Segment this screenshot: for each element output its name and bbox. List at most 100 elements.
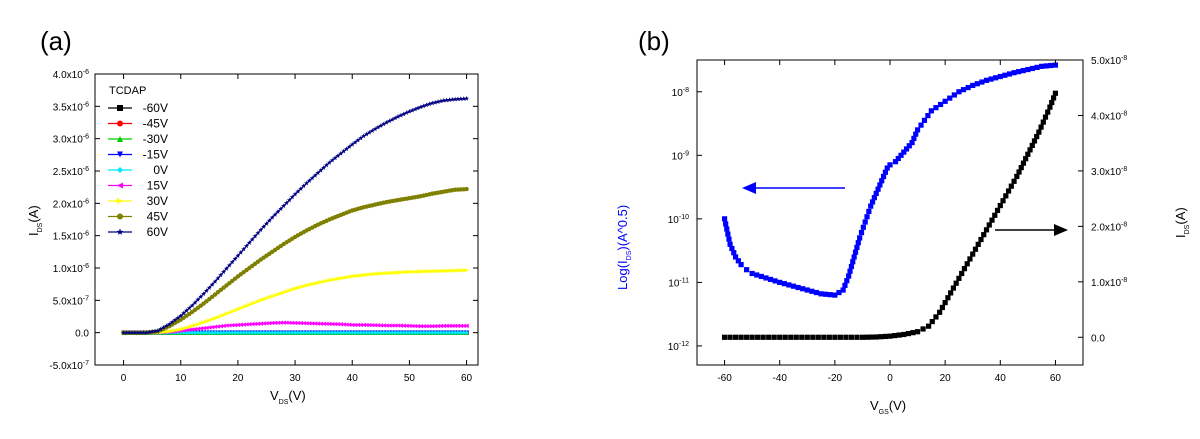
- data-point: [352, 330, 358, 335]
- data-point: [786, 282, 792, 288]
- data-point: [264, 330, 269, 335]
- data-point: [263, 221, 270, 226]
- data-point: [910, 330, 916, 336]
- data-point: [215, 324, 221, 329]
- data-point: [827, 292, 833, 298]
- data-point: [918, 122, 924, 128]
- data-point: [207, 318, 212, 323]
- data-point: [421, 324, 426, 329]
- data-point: [410, 330, 415, 335]
- chart-b: (b) -60 -40 -20 0 20 40 60 10-12 10-11 10-10 10-9 1…: [615, 26, 1191, 416]
- data-point: [378, 330, 384, 335]
- data-point: [410, 269, 415, 274]
- data-point: [330, 277, 335, 283]
- x-tick-label: 20: [232, 373, 244, 384]
- data-point: [143, 329, 149, 335]
- data-point: [321, 279, 326, 284]
- data-point: [192, 326, 198, 332]
- series-45V: [121, 186, 469, 335]
- data-point: [187, 324, 192, 330]
- data-point: [332, 330, 338, 335]
- data-point: [370, 271, 375, 277]
- data-point: [994, 207, 1001, 214]
- data-point: [290, 320, 295, 326]
- data-point: [395, 330, 401, 335]
- x-tick-label: 20: [940, 373, 952, 384]
- data-point: [338, 150, 344, 156]
- data-point: [292, 330, 298, 335]
- chart-a-x-axis-label: VDS(V): [270, 388, 306, 406]
- data-point: [258, 321, 263, 326]
- data-point: [1040, 119, 1046, 125]
- data-point: [387, 270, 392, 276]
- data-point: [424, 324, 429, 329]
- data-point: [418, 269, 424, 274]
- data-point: [324, 162, 330, 168]
- data-point: [989, 217, 995, 223]
- x-tick-label: 30: [290, 373, 302, 384]
- chart-b-x-axis-label: VGS(V): [870, 398, 906, 416]
- data-point: [404, 110, 410, 115]
- data-point: [229, 330, 235, 335]
- data-point: [195, 297, 201, 302]
- data-point: [238, 322, 243, 327]
- data-point: [203, 288, 209, 293]
- data-point: [375, 124, 381, 130]
- data-point: [278, 291, 283, 296]
- data-point: [227, 310, 232, 315]
- data-point: [1052, 62, 1059, 68]
- data-point: [275, 330, 281, 335]
- data-point: [412, 323, 418, 329]
- data-point: [209, 330, 215, 335]
- data-point: [121, 330, 127, 335]
- data-point: [252, 233, 258, 239]
- data-point: [204, 330, 209, 335]
- data-point: [249, 236, 255, 242]
- data-point: [292, 191, 298, 197]
- data-point: [404, 269, 409, 275]
- data-point: [418, 330, 424, 335]
- data-point: [284, 330, 289, 335]
- data-point: [186, 305, 192, 311]
- data-point: [269, 214, 275, 220]
- data-point: [951, 92, 957, 98]
- data-point: [723, 221, 729, 227]
- data-point: [1050, 95, 1057, 101]
- data-point: [315, 170, 321, 176]
- data-point: [873, 190, 879, 197]
- data-point: [332, 277, 338, 282]
- data-point: [169, 319, 175, 325]
- data-point: [224, 323, 229, 328]
- data-point: [146, 329, 152, 335]
- data-point: [364, 330, 369, 335]
- data-point: [275, 292, 281, 297]
- data-point: [901, 149, 907, 155]
- data-point: [942, 98, 948, 104]
- data-point: [270, 294, 275, 299]
- chart-b-marks: [721, 62, 1059, 340]
- data-point: [258, 330, 263, 335]
- data-point: [252, 321, 258, 327]
- data-point: [355, 273, 361, 278]
- data-point: [432, 99, 438, 105]
- data-point: [298, 284, 303, 290]
- data-point: [458, 96, 464, 102]
- data-point: [229, 259, 235, 265]
- data-point: [229, 323, 235, 328]
- data-point: [307, 321, 312, 326]
- data-point: [398, 112, 404, 118]
- data-point: [461, 268, 466, 273]
- data-point: [844, 278, 850, 284]
- data-point: [286, 197, 292, 203]
- data-point: [330, 330, 335, 335]
- data-point: [361, 322, 366, 328]
- data-point: [247, 302, 252, 308]
- data-point: [295, 320, 301, 326]
- data-point: [292, 320, 298, 326]
- data-point: [318, 167, 324, 173]
- data-point: [961, 266, 968, 272]
- data-point: [464, 268, 469, 273]
- data-point: [450, 323, 455, 329]
- data-point: [926, 323, 932, 329]
- data-point: [727, 334, 733, 340]
